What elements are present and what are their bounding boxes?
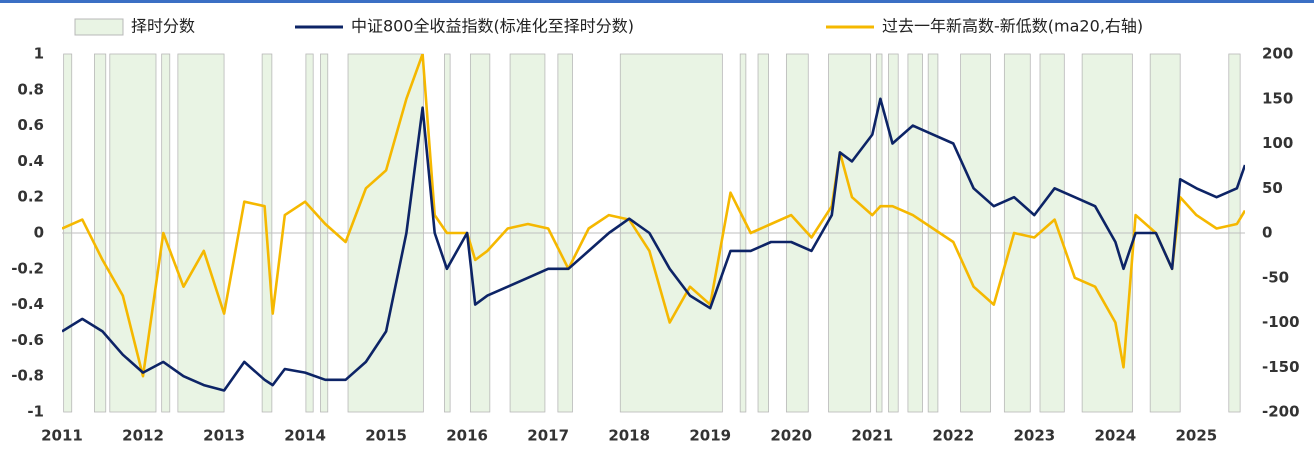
x-tick-label: 2017	[527, 427, 569, 445]
x-tick-label: 2019	[689, 427, 731, 445]
y2-tick-label: -50	[1262, 268, 1289, 286]
y2-tick-label: 200	[1262, 45, 1293, 63]
y2-tick-label: 150	[1262, 89, 1293, 107]
x-tick-label: 2016	[446, 427, 488, 445]
x-tick-label: 2022	[932, 427, 974, 445]
x-tick-label: 2025	[1176, 427, 1218, 445]
legend: 择时分数 中证800全收益指数(标准化至择时分数) 过去一年新高数-新低数(ma20…	[74, 17, 1143, 36]
legend-label: 择时分数	[131, 17, 195, 36]
legend-label: 中证800全收益指数(标准化至择时分数)	[351, 17, 634, 36]
x-tick-label: 2011	[41, 427, 83, 445]
y-tick-label: 0.8	[17, 80, 44, 98]
x-tick-label: 2018	[608, 427, 650, 445]
y-tick-label: -0.2	[11, 259, 44, 277]
x-tick-label: 2014	[284, 427, 326, 445]
x-tick-label: 2012	[122, 427, 164, 445]
y2-tick-label: 50	[1262, 179, 1283, 197]
x-tick-label: 2020	[770, 427, 812, 445]
series-line	[62, 97, 1245, 392]
y-tick-label: -0.6	[11, 331, 44, 349]
top-strip	[0, 0, 1314, 3]
legend-swatch	[74, 18, 124, 36]
series-line	[62, 54, 1245, 378]
x-tick-label: 2013	[203, 427, 245, 445]
x-tick-label: 2015	[365, 427, 407, 445]
y-tick-label: -1	[27, 403, 44, 421]
legend-label: 过去一年新高数-新低数(ma20,右轴)	[882, 17, 1143, 36]
y2-tick-label: 100	[1262, 134, 1293, 152]
x-tick-label: 2024	[1094, 427, 1136, 445]
y-tick-label: 0.6	[17, 116, 44, 134]
y2-tick-label: -100	[1262, 313, 1300, 331]
y2-tick-label: -150	[1262, 358, 1300, 376]
y-tick-label: -0.4	[11, 295, 44, 313]
y-tick-label: 0.4	[17, 152, 44, 170]
y-tick-label: 0.2	[17, 188, 44, 206]
y-tick-label: 0	[34, 224, 44, 242]
y-tick-label: -0.8	[11, 367, 44, 385]
x-tick-label: 2021	[851, 427, 893, 445]
x-tick-label: 2023	[1013, 427, 1055, 445]
y2-tick-label: 0	[1262, 224, 1272, 242]
y-tick-label: 1	[34, 45, 44, 63]
y2-tick-label: -200	[1262, 403, 1300, 421]
lines	[62, 54, 1245, 392]
